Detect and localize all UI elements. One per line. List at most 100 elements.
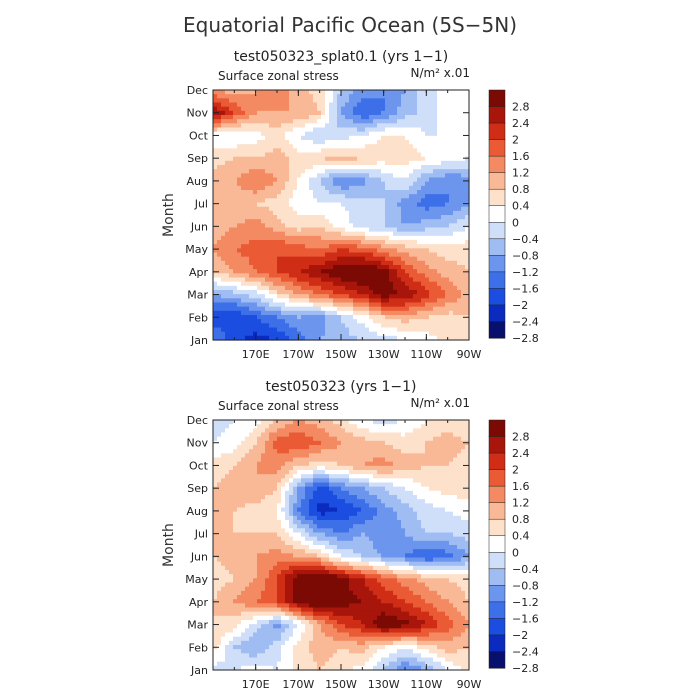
heatmap-cell: [401, 190, 406, 195]
heatmap-cell: [273, 215, 278, 220]
heatmap-cell: [277, 181, 282, 187]
heatmap-cell: [421, 106, 426, 112]
heatmap-cell: [309, 194, 314, 199]
heatmap-cell: [373, 420, 378, 425]
heatmap-cell: [249, 285, 254, 291]
heatmap-cell: [437, 223, 442, 229]
heatmap-cell: [349, 106, 354, 112]
heatmap-cell: [433, 169, 438, 174]
heatmap-cell: [213, 265, 218, 270]
heatmap-cell: [329, 177, 334, 183]
heatmap-cell: [365, 160, 370, 166]
heatmap-cell: [253, 152, 258, 158]
heatmap-cell: [229, 94, 234, 99]
heatmap-cell: [417, 265, 422, 270]
heatmap-cell: [217, 94, 222, 99]
heatmap-cell: [313, 223, 318, 229]
heatmap-cell: [273, 465, 278, 471]
heatmap-cell: [229, 440, 234, 446]
heatmap-cell: [361, 177, 366, 183]
heatmap-cell: [329, 482, 334, 488]
heatmap-cell: [369, 269, 374, 274]
heatmap-cell: [425, 428, 430, 434]
heatmap-cell: [449, 219, 454, 224]
colorbar-label: 1.2: [512, 167, 530, 180]
heatmap-cell: [325, 277, 330, 283]
heatmap-cell: [321, 323, 326, 329]
heatmap-cell: [349, 119, 354, 124]
heatmap-cell: [229, 482, 234, 488]
heatmap-cell: [445, 302, 450, 308]
heatmap-cell: [453, 185, 458, 191]
heatmap-cell: [265, 281, 270, 287]
heatmap-cell: [393, 273, 398, 279]
heatmap-cell: [261, 206, 266, 212]
heatmap-cell: [217, 478, 222, 484]
heatmap-cell: [253, 486, 258, 492]
heatmap-cell: [429, 102, 434, 108]
heatmap-cell: [273, 177, 278, 183]
heatmap-cell: [449, 260, 454, 266]
heatmap-cell: [373, 219, 378, 224]
heatmap-cell: [337, 215, 342, 220]
heatmap-cell: [253, 223, 258, 229]
heatmap-cell: [373, 265, 378, 270]
heatmap-cell: [337, 298, 342, 304]
heatmap-cell: [385, 470, 390, 475]
heatmap-cell: [285, 148, 290, 154]
heatmap-cell: [257, 486, 262, 492]
heatmap-cell: [401, 231, 406, 237]
heatmap-cell: [289, 135, 294, 141]
heatmap-cell: [217, 285, 222, 291]
heatmap-cell: [425, 285, 430, 291]
heatmap-cell: [465, 160, 470, 166]
heatmap-cell: [373, 319, 378, 324]
heatmap-cell: [293, 181, 298, 187]
heatmap-cell: [233, 140, 238, 145]
heatmap-cell: [257, 302, 262, 308]
heatmap-cell: [369, 428, 374, 434]
heatmap-cell: [269, 231, 274, 237]
heatmap-cell: [337, 98, 342, 104]
heatmap-cell: [453, 140, 458, 145]
heatmap-cell: [261, 219, 266, 224]
heatmap-cell: [277, 461, 282, 467]
heatmap-cell: [241, 315, 246, 320]
heatmap-cell: [429, 223, 434, 229]
heatmap-cell: [233, 424, 238, 429]
heatmap-cell: [221, 127, 226, 133]
heatmap-cell: [417, 302, 422, 308]
heatmap-cell: [413, 165, 418, 170]
heatmap-cell: [413, 244, 418, 249]
heatmap-cell: [233, 440, 238, 446]
heatmap-cell: [365, 252, 370, 258]
heatmap-cell: [409, 285, 414, 291]
heatmap-cell: [341, 277, 346, 283]
heatmap-cell: [389, 256, 394, 262]
heatmap-cell: [449, 248, 454, 254]
heatmap-cell: [461, 219, 466, 224]
heatmap-cell: [233, 185, 238, 191]
heatmap-cell: [349, 152, 354, 158]
heatmap-cell: [449, 215, 454, 220]
heatmap-cell: [453, 169, 458, 174]
heatmap-cell: [333, 148, 338, 154]
heatmap-cell: [261, 252, 266, 258]
heatmap-cell: [421, 327, 426, 333]
heatmap-cell: [393, 432, 398, 438]
heatmap-cell: [321, 206, 326, 212]
heatmap-cell: [345, 465, 350, 471]
heatmap-cell: [225, 231, 230, 237]
heatmap-cell: [329, 461, 334, 467]
heatmap-cell: [397, 465, 402, 471]
heatmap-cell: [273, 94, 278, 99]
heatmap-cell: [437, 281, 442, 287]
colorbar-label: −1.6: [512, 282, 539, 295]
heatmap-cell: [457, 482, 462, 488]
heatmap-cell: [421, 140, 426, 145]
heatmap-cell: [281, 244, 286, 249]
heatmap-cell: [381, 449, 386, 454]
heatmap-cell: [393, 298, 398, 304]
heatmap-cell: [237, 306, 242, 312]
heatmap-cell: [229, 424, 234, 429]
